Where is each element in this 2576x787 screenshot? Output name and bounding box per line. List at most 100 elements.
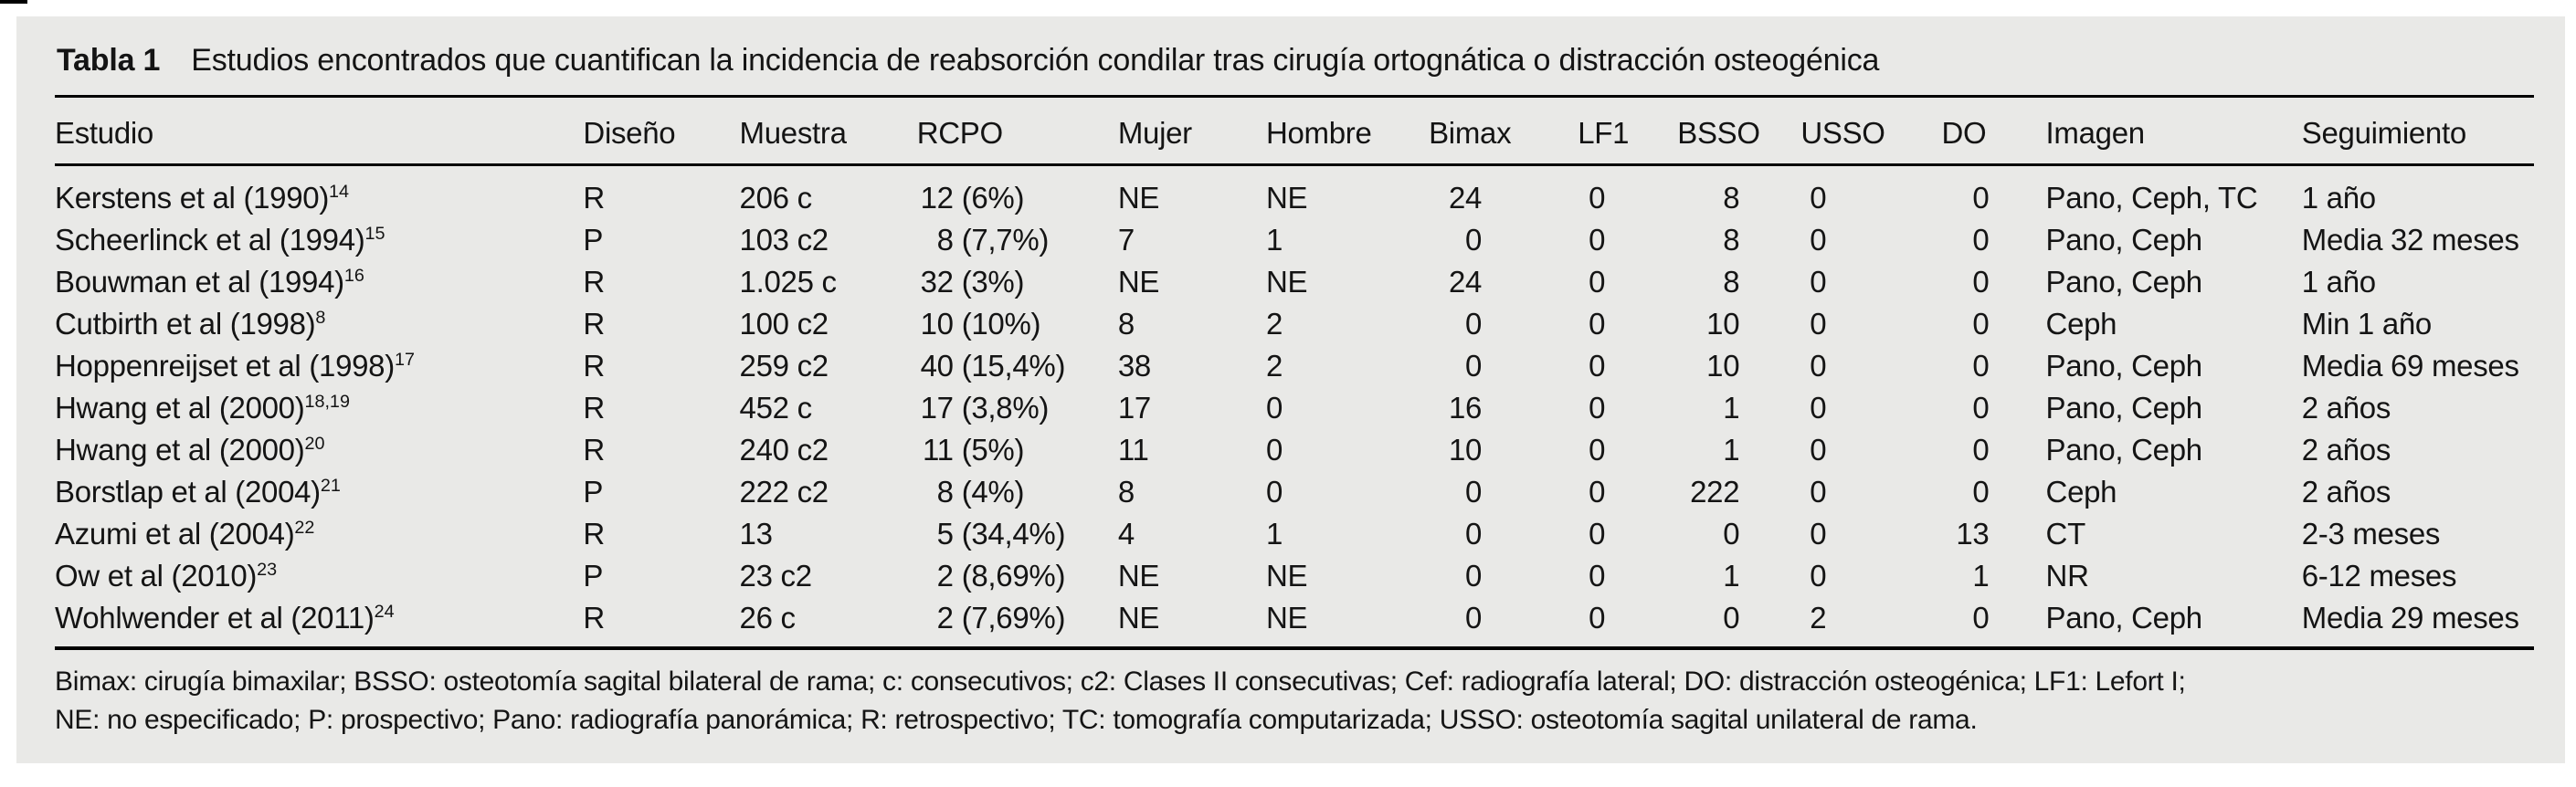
cell-lf1: 0 bbox=[1578, 471, 1677, 513]
rcpo-count: 2 bbox=[936, 559, 954, 593]
cell-followup: 1 año bbox=[2301, 265, 2376, 299]
cell-do: 0 bbox=[1941, 165, 2045, 220]
cell-bsso: 1 bbox=[1677, 387, 1800, 429]
bimax-value: 0 bbox=[1465, 517, 1483, 551]
cell-usso: 0 bbox=[1800, 303, 1941, 345]
cell-study: Kerstens et al (1990)14 bbox=[55, 165, 583, 220]
cell-followup: 2 años bbox=[2301, 391, 2391, 425]
rcpo-percent: (7,7%) bbox=[961, 223, 1050, 257]
rcpo-count: 8 bbox=[936, 475, 954, 509]
bimax-value: 10 bbox=[1448, 433, 1483, 467]
bsso-value: 0 bbox=[1723, 601, 1740, 635]
cell-design: P bbox=[583, 559, 604, 593]
usso-value: 0 bbox=[1810, 559, 1827, 593]
cell-design: R bbox=[583, 517, 605, 551]
cell-design: P bbox=[583, 475, 604, 509]
cell-imaging: Ceph bbox=[2045, 307, 2117, 341]
cell-female: 38 bbox=[1117, 349, 1151, 383]
rcpo-percent: (8,69%) bbox=[961, 559, 1066, 593]
cell-lf1: 0 bbox=[1578, 303, 1677, 345]
column-header-imaging: Imagen bbox=[2045, 116, 2146, 150]
cell-sample: 206 c bbox=[739, 181, 813, 215]
studies-table: Estudio Diseño Muestra RCPO Mujer Hombre Bimax… bbox=[55, 95, 2534, 650]
cell-bsso: 222 bbox=[1677, 471, 1800, 513]
cell-lf1: 0 bbox=[1578, 345, 1677, 387]
bimax-value: 0 bbox=[1465, 601, 1483, 635]
rcpo-percent: (34,4%) bbox=[961, 517, 1066, 551]
table-row: Bouwman et al (1994)16 R 1.025 c 32 (3%) NE NE… bbox=[55, 261, 2534, 303]
lf1-value: 0 bbox=[1589, 391, 1606, 425]
table-row: Kerstens et al (1990)14 R 206 c 12 (6%) NE NE 2… bbox=[55, 165, 2534, 220]
cell-bsso: 8 bbox=[1677, 261, 1800, 303]
do-value: 0 bbox=[1972, 307, 1990, 341]
reference-superscript: 18,19 bbox=[304, 392, 350, 412]
cell-sample: 240 c2 bbox=[739, 433, 829, 467]
column-header-followup: Seguimiento bbox=[2301, 116, 2466, 150]
bsso-value: 8 bbox=[1723, 223, 1740, 257]
cell-study: Hwang et al (2000)18,19 bbox=[55, 387, 583, 429]
cell-followup: 2 años bbox=[2301, 475, 2391, 509]
table-row: Scheerlinck et al (1994)15 P 103 c2 8 (7,7%)… bbox=[55, 219, 2534, 261]
study-name: Wohlwender et al (2011) bbox=[55, 601, 375, 635]
cell-rcpo: 2 (7,69%) bbox=[917, 597, 1118, 648]
cell-followup: Media 69 meses bbox=[2301, 349, 2519, 383]
cell-study: Hwang et al (2000)20 bbox=[55, 429, 583, 471]
study-name: Hwang et al (2000) bbox=[55, 391, 305, 425]
rcpo-percent: (15,4%) bbox=[961, 349, 1066, 383]
cell-do: 0 bbox=[1941, 345, 2045, 387]
do-value: 0 bbox=[1972, 475, 1990, 509]
cell-lf1: 0 bbox=[1578, 429, 1677, 471]
cell-male: 2 bbox=[1265, 307, 1283, 341]
cell-female: 8 bbox=[1117, 307, 1135, 341]
table-1-panel: Tabla 1 Estudios encontrados que cuantif… bbox=[16, 16, 2565, 763]
do-value: 0 bbox=[1972, 265, 1990, 299]
bimax-value: 0 bbox=[1465, 475, 1483, 509]
cell-bimax: 24 bbox=[1429, 261, 1578, 303]
column-header-male: Hombre bbox=[1265, 116, 1372, 150]
usso-value: 2 bbox=[1810, 601, 1827, 635]
bsso-value: 0 bbox=[1723, 517, 1740, 551]
cell-do: 0 bbox=[1941, 429, 2045, 471]
lf1-value: 0 bbox=[1589, 559, 1606, 593]
bsso-value: 8 bbox=[1723, 181, 1740, 215]
do-value: 0 bbox=[1972, 223, 1990, 257]
table-body: Kerstens et al (1990)14 R 206 c 12 (6%) NE NE 2… bbox=[55, 165, 2534, 649]
cell-imaging: Pano, Ceph bbox=[2045, 601, 2203, 635]
cell-imaging: Pano, Ceph bbox=[2045, 223, 2203, 257]
study-name: Bouwman et al (1994) bbox=[55, 265, 344, 299]
cell-female: 11 bbox=[1117, 433, 1149, 467]
cell-bsso: 10 bbox=[1677, 345, 1800, 387]
cell-male: 1 bbox=[1265, 517, 1283, 551]
cell-female: 4 bbox=[1117, 517, 1135, 551]
cell-sample: 259 c2 bbox=[739, 349, 829, 383]
footnote-line-2: NE: no especificado; P: prospectivo; Pan… bbox=[55, 705, 1978, 735]
cell-design: R bbox=[583, 349, 605, 383]
cell-bimax: 0 bbox=[1429, 555, 1578, 597]
table-title-text: Estudios encontrados que cuantifican la … bbox=[191, 43, 1880, 78]
cell-bimax: 0 bbox=[1429, 471, 1578, 513]
header-row: Estudio Diseño Muestra RCPO Mujer Hombre Bimax… bbox=[55, 97, 2534, 165]
column-header-rcpo: RCPO bbox=[916, 116, 1003, 150]
rcpo-count: 2 bbox=[936, 601, 954, 635]
reference-superscript: 17 bbox=[394, 350, 415, 370]
cell-rcpo: 11 (5%) bbox=[917, 429, 1118, 471]
usso-value: 0 bbox=[1810, 265, 1827, 299]
cell-sample: 13 bbox=[739, 517, 773, 551]
rcpo-count: 5 bbox=[936, 517, 954, 551]
lf1-value: 0 bbox=[1589, 265, 1606, 299]
cell-male: NE bbox=[1265, 601, 1308, 635]
bimax-value: 0 bbox=[1465, 307, 1483, 341]
study-name: Hwang et al (2000) bbox=[55, 433, 305, 467]
usso-value: 0 bbox=[1810, 307, 1827, 341]
cell-male: NE bbox=[1265, 181, 1308, 215]
cell-study: Hoppenreijset et al (1998)17 bbox=[55, 345, 583, 387]
rcpo-count: 12 bbox=[920, 181, 954, 215]
cell-sample: 222 c2 bbox=[739, 475, 829, 509]
rcpo-percent: (4%) bbox=[961, 475, 1025, 509]
table-row: Hoppenreijset et al (1998)17 R 259 c2 40 (15… bbox=[55, 345, 2534, 387]
cell-imaging: Pano, Ceph bbox=[2045, 391, 2203, 425]
cell-female: NE bbox=[1117, 265, 1160, 299]
cell-lf1: 0 bbox=[1578, 219, 1677, 261]
cell-study: Azumi et al (2004)22 bbox=[55, 513, 583, 555]
cell-design: R bbox=[583, 265, 605, 299]
